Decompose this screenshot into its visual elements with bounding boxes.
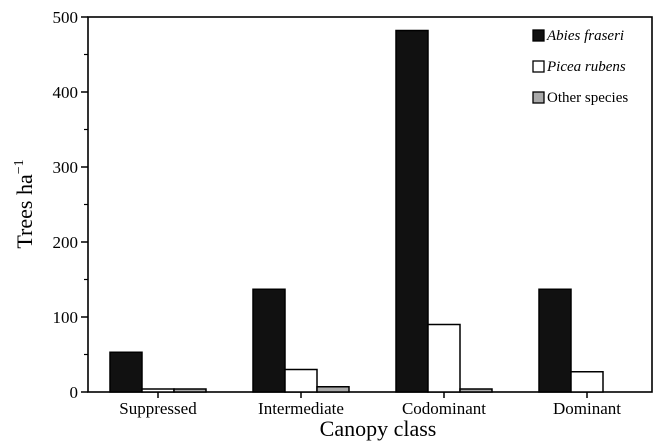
bar (570, 371, 604, 393)
bars (109, 29, 604, 393)
x-axis-title: Canopy class (320, 416, 437, 441)
legend-swatch (532, 91, 545, 104)
bar (316, 386, 350, 393)
bar (459, 388, 493, 393)
x-tick-label: Codominant (402, 399, 486, 418)
y-tick-label: 500 (53, 8, 79, 27)
bar (252, 288, 286, 393)
y-tick-label: 100 (53, 308, 79, 327)
bar (284, 368, 318, 393)
legend-label: Abies fraseri (546, 28, 624, 44)
y-axis-title-superscript: −1 (12, 159, 27, 174)
legend-label: Picea rubens (546, 59, 626, 75)
y-tick-label: 200 (53, 233, 79, 252)
legend-label: Other species (547, 90, 628, 106)
x-axis: Suppressed Intermediate Codominant Dominant (119, 392, 621, 418)
x-tick-label: Suppressed (119, 399, 197, 418)
bar (538, 288, 572, 393)
y-axis-title-text: Trees ha (12, 174, 37, 249)
bar (427, 323, 461, 393)
legend-swatch (532, 29, 545, 42)
x-tick-label: Dominant (553, 399, 621, 418)
x-tick-label: Intermediate (258, 399, 344, 418)
bar (173, 388, 207, 393)
y-tick-label: 400 (53, 83, 79, 102)
y-axis-title: Trees ha−1 (12, 159, 37, 248)
y-tick-label: 0 (70, 383, 79, 402)
legend: Abies fraseri Picea rubens Other species (532, 28, 628, 106)
legend-swatch (532, 60, 545, 73)
bar (141, 388, 175, 393)
bar (109, 351, 143, 393)
y-tick-label: 300 (53, 158, 79, 177)
bar (395, 29, 429, 393)
y-axis: 0 100 200 300 400 500 (53, 8, 88, 402)
